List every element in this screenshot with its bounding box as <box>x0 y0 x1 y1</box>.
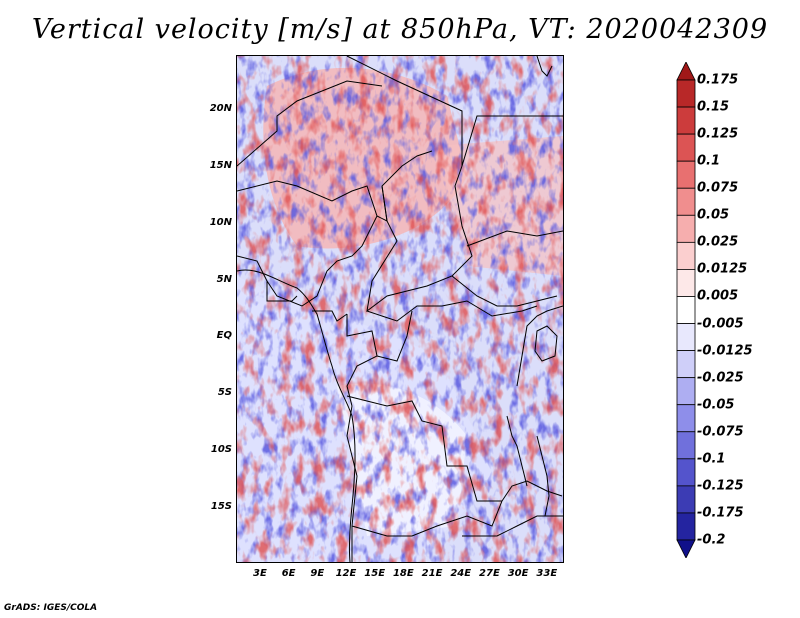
x-tick-label: 30E <box>507 568 529 579</box>
border-niger-nigeria <box>237 150 433 222</box>
colorbar-label: 0.05 <box>697 207 730 223</box>
border-zambia <box>501 480 563 502</box>
y-tick-label: 15N <box>209 159 232 171</box>
colorbar-label: 0.15 <box>697 99 730 115</box>
x-tick-label: 9E <box>310 568 325 579</box>
y-tick-label: 5N <box>216 273 232 285</box>
colorbar-segment <box>676 458 696 487</box>
colorbar-segment <box>676 485 696 514</box>
colorbar-label: 0.005 <box>697 288 739 304</box>
map-title: Vertical velocity [m/s] at 850hPa, VT: 2… <box>31 14 769 45</box>
colorbar-label: 0.1 <box>697 153 721 169</box>
y-tick-label: 10S <box>210 444 232 456</box>
border-chad <box>366 165 473 313</box>
colorbar-label: -0.075 <box>697 424 744 440</box>
colorbar-label: 0.025 <box>697 234 739 250</box>
border-congo <box>376 310 413 362</box>
colorbar-segment <box>676 269 696 297</box>
map-plot-area[interactable] <box>236 55 564 563</box>
colorbar-segment <box>676 377 696 406</box>
border-angola-west <box>346 405 358 562</box>
x-tick-label: 21E <box>421 568 443 579</box>
colorbar-segment <box>676 214 696 243</box>
colorbar-segment <box>676 133 696 162</box>
colorbar-label: -0.125 <box>697 478 744 494</box>
colorbar-bottom-cap <box>676 539 696 558</box>
colorbar-segment <box>676 350 696 379</box>
y-tick-label: 20N <box>209 102 232 114</box>
colorbar-segment <box>676 323 696 351</box>
colorbar-label: 0.125 <box>697 126 739 142</box>
colorbar-segment <box>676 160 696 189</box>
colorbar-label: -0.005 <box>697 316 744 332</box>
colorbar-segment <box>676 241 696 270</box>
border-car <box>366 300 538 322</box>
border-mali <box>237 80 383 167</box>
border-cameroon <box>312 310 348 322</box>
x-tick-label: 33E <box>536 568 558 579</box>
y-tick-label: 15S <box>210 501 232 513</box>
velocity-field-map <box>237 56 563 562</box>
y-tick-label: EQ <box>216 330 232 342</box>
footer-credit: GrADS: IGES/COLA <box>4 603 98 613</box>
border-angola-south <box>351 500 503 537</box>
x-tick-label: 27E <box>479 568 500 579</box>
colorbar-segment <box>676 106 696 135</box>
colorbar <box>676 62 696 558</box>
x-tick-label: 12E <box>335 568 357 579</box>
border-sudan-south <box>451 275 558 307</box>
border-drc-angola <box>346 395 502 502</box>
colorbar-label: 0.175 <box>697 72 739 88</box>
colorbar-top-cap <box>676 62 696 81</box>
x-tick-label: 3E <box>253 568 267 579</box>
lake-malawi <box>536 435 550 517</box>
y-tick-label: 10N <box>209 216 232 228</box>
colorbar-label: -0.1 <box>697 451 726 467</box>
colorbar-segment <box>676 431 696 460</box>
colorbar-segment <box>676 187 696 216</box>
border-zimbabwe <box>462 515 563 537</box>
colorbar-label: 0.0125 <box>697 261 748 277</box>
colorbar-segment <box>676 79 696 108</box>
colorbar-segment <box>676 404 696 433</box>
border-north <box>346 56 563 167</box>
positive-velocity-texture <box>237 56 563 562</box>
lake-tanganyika <box>506 415 528 487</box>
y-tick-label: 5S <box>217 387 232 399</box>
colorbar-label: -0.05 <box>697 397 735 413</box>
country-borders <box>237 56 563 562</box>
red-sea-coast <box>536 56 553 77</box>
lake-victoria <box>534 325 558 362</box>
colorbar-label: -0.025 <box>697 370 744 386</box>
x-tick-label: 24E <box>450 568 472 579</box>
colorbar-label: -0.2 <box>697 532 726 548</box>
border-east <box>516 305 563 387</box>
colorbar-segment <box>676 296 696 324</box>
x-tick-label: 18E <box>392 568 414 579</box>
x-tick-label: 15E <box>364 568 386 579</box>
colorbar-label: -0.175 <box>697 505 744 521</box>
border-ghana <box>237 255 298 302</box>
border-nigeria-south <box>266 215 378 307</box>
colorbar-segment <box>676 512 696 541</box>
x-tick-label: 6E <box>281 568 296 579</box>
atlantic-coastline <box>237 269 356 562</box>
colorbar-label: 0.075 <box>697 180 739 196</box>
border-sudan <box>466 230 563 247</box>
colorbar-label: -0.0125 <box>697 343 753 359</box>
